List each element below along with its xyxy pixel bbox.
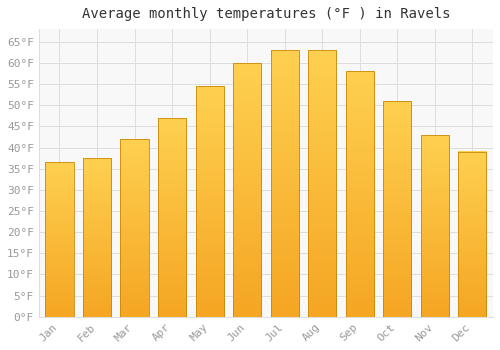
Bar [346,71,374,317]
Bar [196,86,224,317]
Bar [158,118,186,317]
Bar [46,162,74,317]
Bar [458,152,486,317]
Bar [120,139,148,317]
Bar [83,158,111,317]
Bar [270,50,299,317]
Bar [233,63,261,317]
Bar [308,50,336,317]
Bar [383,101,412,317]
Bar [421,135,449,317]
Title: Average monthly temperatures (°F ) in Ravels: Average monthly temperatures (°F ) in Ra… [82,7,450,21]
